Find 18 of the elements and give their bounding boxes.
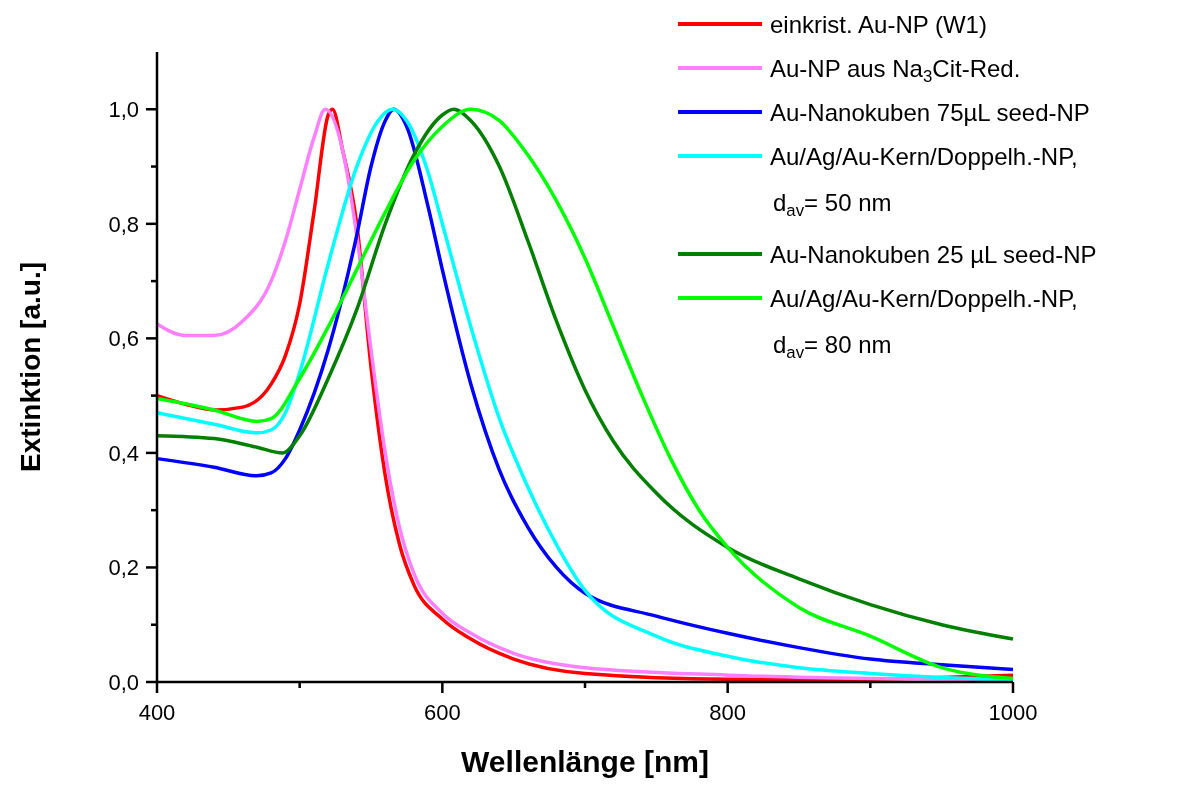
x-axis-title: Wellenlänge [nm] <box>461 745 709 778</box>
legend-label: Au-Nanokuben 25 µL seed-NP <box>770 241 1097 268</box>
x-tick-label: 800 <box>709 700 747 725</box>
legend-label: Au/Ag/Au-Kern/Doppelh.-NP, d$_{av}$= 50 nm <box>770 143 1078 221</box>
x-tick-label: 1000 <box>988 700 1038 725</box>
y-tick-label: 0,2 <box>108 555 139 581</box>
y-tick-label: 0,6 <box>108 326 139 352</box>
x-tick-label: 600 <box>423 700 461 725</box>
y-tick-label: 0,0 <box>108 670 139 695</box>
y-tick-label: 0,8 <box>108 211 139 237</box>
legend-label: Au-Nanokuben 75µL seed-NP <box>770 99 1090 126</box>
legend-label: Au-NP aus Na$_{3}$Cit-Red. <box>770 55 1021 87</box>
legend-label: Au/Ag/Au-Kern/Doppelh.-NP, d$_{av}$= 80 nm <box>770 285 1078 363</box>
legend-label: einkrist. Au-NP (W1) <box>770 11 987 38</box>
y-axis-title: Extinktion [a.u.] <box>15 262 46 472</box>
y-tick-label: 1,0 <box>108 97 139 123</box>
x-tick-label: 400 <box>138 700 176 725</box>
y-tick-label: 0,4 <box>108 440 139 466</box>
